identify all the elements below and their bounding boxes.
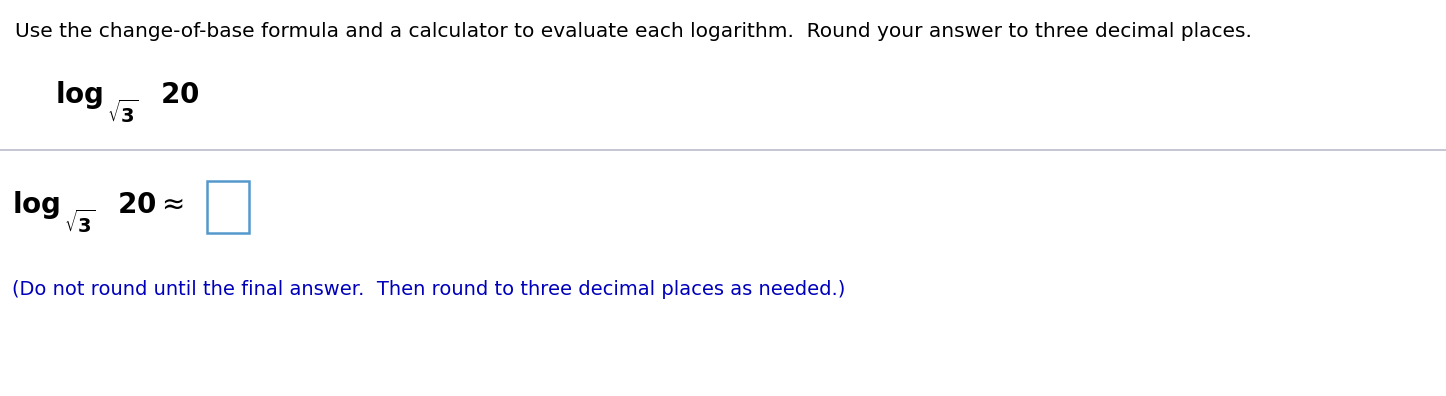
Text: $\mathbf{\sqrt{3}}$: $\mathbf{\sqrt{3}}$ <box>64 209 95 237</box>
Text: $\mathbf{log}$: $\mathbf{log}$ <box>55 79 103 111</box>
Text: $\mathbf{20} \approx$: $\mathbf{20} \approx$ <box>117 191 184 219</box>
Text: (Do not round until the final answer.  Then round to three decimal places as nee: (Do not round until the final answer. Th… <box>12 280 846 299</box>
Text: $\mathbf{log}$: $\mathbf{log}$ <box>12 189 61 221</box>
Text: Use the change-of-base formula and a calculator to evaluate each logarithm.  Rou: Use the change-of-base formula and a cal… <box>14 22 1252 41</box>
Text: $\mathbf{20}$: $\mathbf{20}$ <box>161 81 200 109</box>
FancyBboxPatch shape <box>207 181 249 233</box>
Text: $\mathbf{\sqrt{3}}$: $\mathbf{\sqrt{3}}$ <box>107 99 139 127</box>
